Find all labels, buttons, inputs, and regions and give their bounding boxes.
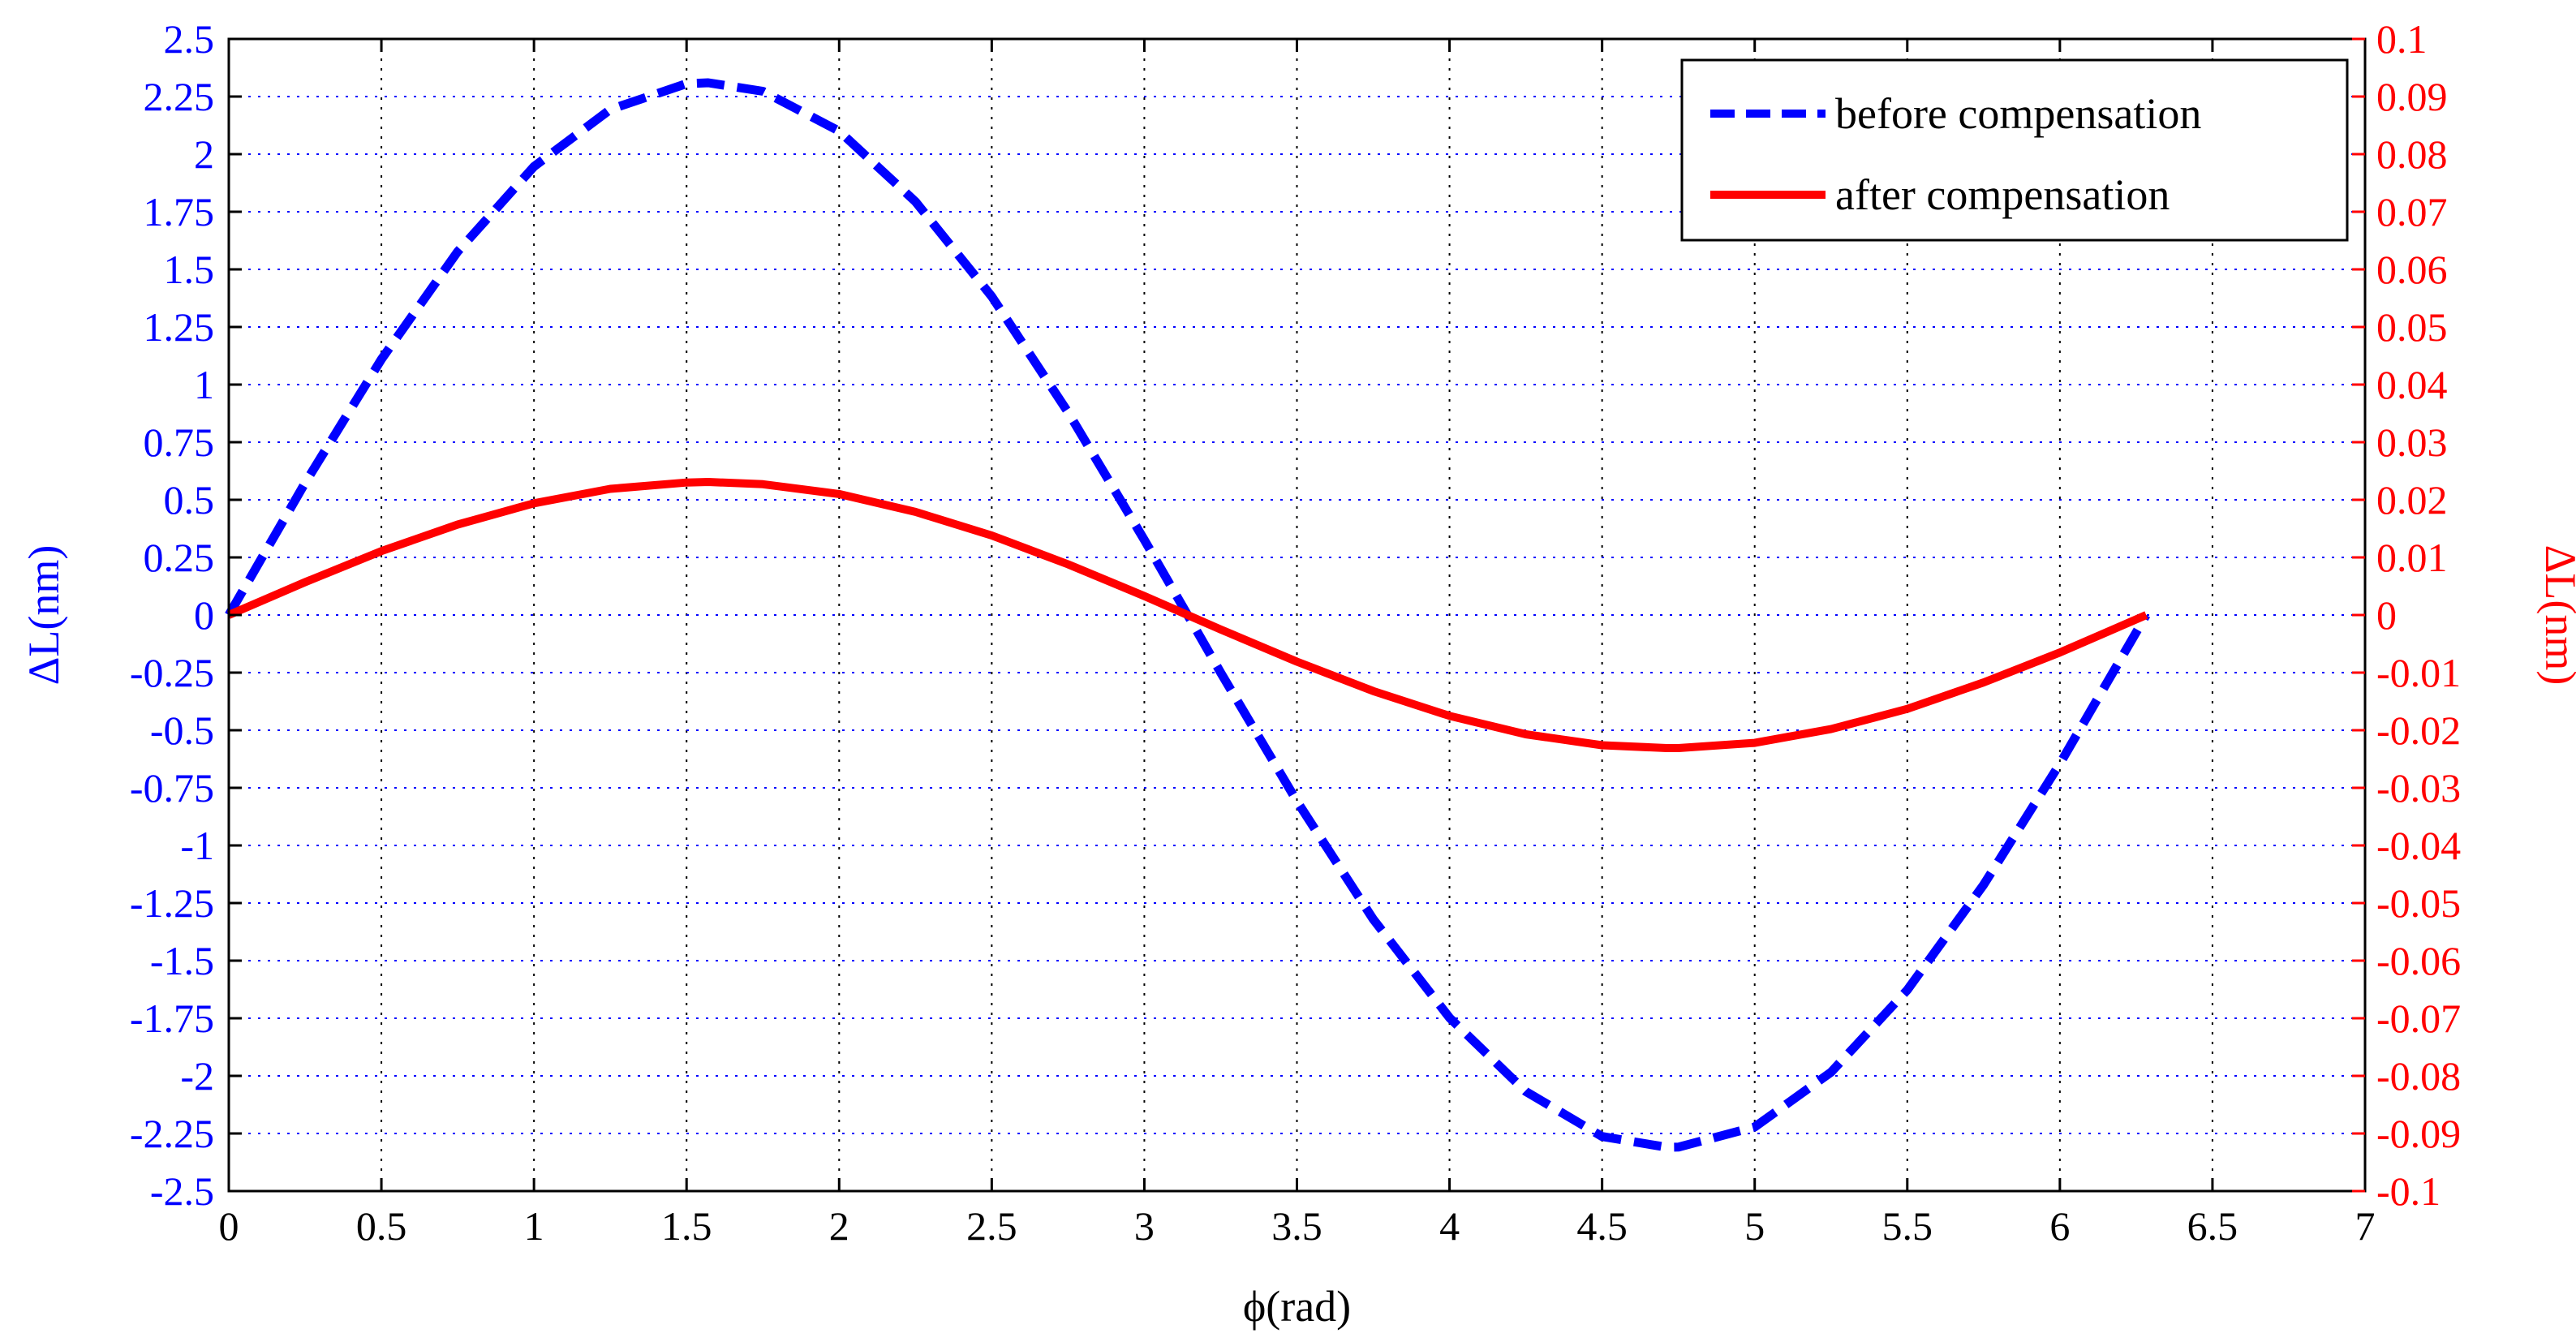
y-right-tick-label: 0.08 [2376, 131, 2448, 177]
y-right-tick-label: -0.09 [2376, 1111, 2461, 1156]
x-tick-label: 1.5 [661, 1203, 712, 1249]
x-axis-label: ϕ(rad) [1243, 1282, 1351, 1331]
y-left-tick-label: -1.5 [150, 938, 214, 983]
y-right-tick-label: -0.01 [2376, 650, 2461, 695]
x-tick-label: 7 [2355, 1203, 2376, 1249]
y-right-tick-label: 0.04 [2376, 362, 2448, 407]
x-tick-label: 3.5 [1271, 1203, 1322, 1249]
y-left-tick-label: -0.5 [150, 708, 214, 753]
y-right-tick-label: 0.02 [2376, 477, 2448, 523]
x-tick-label: 3 [1134, 1203, 1155, 1249]
legend-entry-after: after compensation [1835, 170, 2170, 219]
y-left-tick-label: 1.25 [144, 304, 215, 350]
y-right-tick-label: -0.06 [2376, 938, 2461, 983]
y-axis-left-label: ΔL(nm) [19, 545, 68, 686]
y-right-tick-label: 0.09 [2376, 74, 2448, 119]
y-right-tick-label: -0.04 [2376, 823, 2461, 868]
y-right-tick-label: 0.1 [2376, 16, 2428, 62]
y-right-tick-label: 0 [2376, 592, 2397, 638]
grid [229, 39, 2365, 1191]
y-right-tick-label: -0.05 [2376, 880, 2461, 926]
y-left-tick-label: 0 [194, 592, 214, 638]
y-left-tick-label: -1.75 [130, 996, 214, 1041]
y-right-tick-label: 0.07 [2376, 189, 2448, 234]
y-right-tick-label: -0.08 [2376, 1053, 2461, 1099]
x-tick-label: 5.5 [1882, 1203, 1933, 1249]
y-left-tick-label: -1.25 [130, 880, 214, 926]
y-left-tick-label: 0.25 [144, 535, 215, 580]
series-layer [225, 78, 2151, 1152]
y-left-tick-label: 1.5 [164, 247, 215, 292]
y-left-tick-label: 2 [194, 131, 214, 177]
x-tick-label: 6 [2049, 1203, 2070, 1249]
y-right-tick-label: 0.05 [2376, 304, 2448, 350]
y-right-tick-label: -0.07 [2376, 996, 2461, 1041]
y-right-tick-label: -0.1 [2376, 1168, 2441, 1214]
y-left-tick-label: -2.5 [150, 1168, 214, 1214]
legend-entry-before: before compensation [1835, 89, 2201, 138]
x-tick-label: 0.5 [356, 1203, 407, 1249]
y-left-tick-label: 1.75 [144, 189, 215, 234]
series-line-after [227, 478, 2148, 752]
ticks: 0 0.5 1 1.5 2 2.5 3 3.5 4 4.5 5 5.5 6 6.5 7 2.5 2.25 2 1.7… [130, 16, 2461, 1249]
y-left-tick-label: -0.75 [130, 765, 214, 811]
y-left-tick-label: 0.5 [164, 477, 215, 523]
y-right-tick-label: -0.02 [2376, 708, 2461, 753]
x-tick-label: 2 [829, 1203, 849, 1249]
y-left-tick-label: 0.75 [144, 419, 215, 465]
y-right-tick-label: 0.03 [2376, 419, 2448, 465]
y-left-tick-label: -1 [180, 823, 214, 868]
legend: before compensation after compensation [1680, 58, 2349, 242]
x-tick-label: 6.5 [2187, 1203, 2238, 1249]
legend-box [1680, 58, 2349, 242]
x-tick-label: 2.5 [966, 1203, 1017, 1249]
y-left-tick-label: -2.25 [130, 1111, 214, 1156]
y-right-tick-label: 0.01 [2376, 535, 2448, 580]
y-left-tick-label: 1 [194, 362, 214, 407]
y-right-tick-label: 0.06 [2376, 247, 2448, 292]
y-left-tick-label: 2.25 [144, 74, 215, 119]
x-tick-label: 5 [1744, 1203, 1765, 1249]
y-axis-right-label: ΔL(nm) [2536, 545, 2576, 686]
y-left-tick-label: -0.25 [130, 650, 214, 695]
y-left-tick-label: 2.5 [164, 16, 215, 62]
y-left-tick-label: -2 [180, 1053, 214, 1099]
x-tick-label: 4 [1439, 1203, 1460, 1249]
y-right-tick-label: -0.03 [2376, 765, 2461, 811]
x-tick-label: 1 [524, 1203, 544, 1249]
x-tick-label: 0 [219, 1203, 239, 1249]
x-tick-label: 4.5 [1576, 1203, 1628, 1249]
